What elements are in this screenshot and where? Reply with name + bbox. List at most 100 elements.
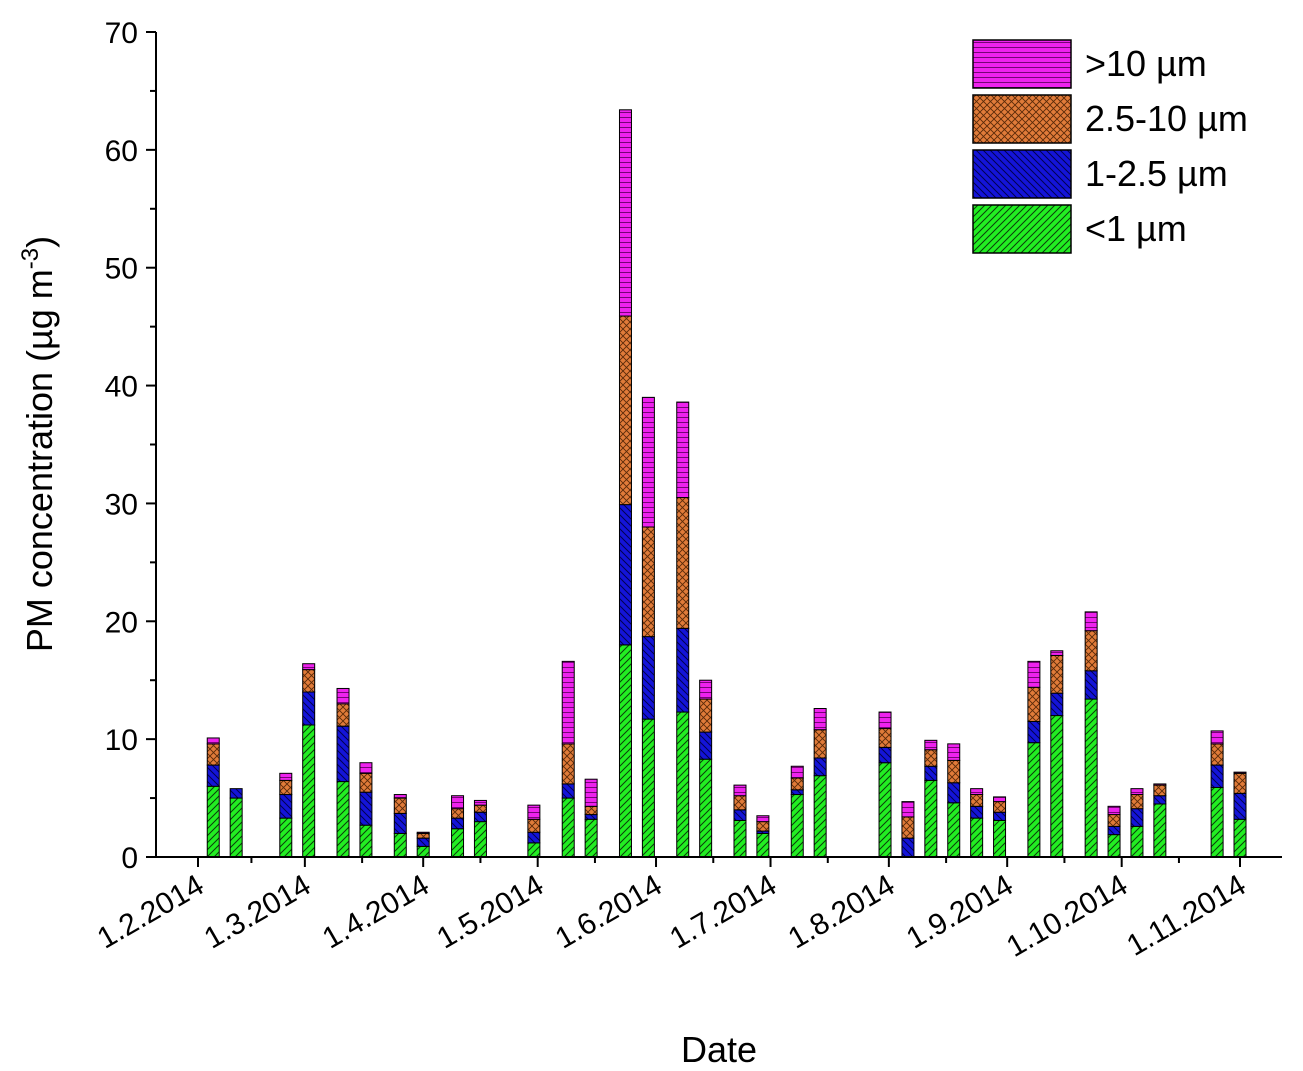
y-tick-label: 0 [121, 842, 138, 875]
bar-segment-1 [790, 794, 804, 858]
bar-segment-4 [451, 795, 465, 810]
bar-segment-3 [1130, 794, 1144, 810]
bar-segment-1 [1050, 715, 1064, 858]
bar-segment-1 [924, 779, 938, 858]
bar-segment-1 [451, 828, 465, 858]
bar-segment-1 [756, 832, 770, 858]
bar-segment-3 [1050, 654, 1064, 694]
y-axis-title-close: ) [19, 236, 60, 248]
bar-segment-2 [676, 627, 690, 713]
bar-segment-3 [618, 315, 632, 506]
bar-segment-4 [790, 765, 804, 779]
bar-segment-2 [618, 504, 632, 646]
y-ticks-layer: 0 10 20 30 40 50 60 70 [105, 17, 156, 875]
x-tick-label: 1.6.2014 [550, 868, 668, 955]
bar-segment-2 [561, 783, 575, 799]
bar-segment-2 [359, 791, 373, 826]
bar-segment-3 [359, 772, 373, 793]
bar-segment-1 [733, 819, 747, 858]
stacked-bar [561, 660, 575, 858]
bar-segment-1 [618, 644, 632, 858]
bar-segment-2 [947, 782, 961, 804]
bar-segment-1 [813, 775, 827, 858]
bar-segment-2 [584, 814, 598, 820]
bar-segment-1 [970, 817, 984, 858]
bar-segment-4 [813, 708, 827, 731]
bar-segment-4 [970, 788, 984, 796]
bar-segment-2 [416, 837, 430, 847]
bar-segment-2 [527, 831, 541, 844]
bar-segment-1 [393, 832, 407, 858]
bar-segment-1 [473, 821, 487, 858]
bar-segment-4 [1233, 771, 1247, 774]
y-tick-label: 30 [105, 488, 138, 521]
bar-segment-1 [641, 718, 655, 858]
bar-segment-2 [279, 794, 293, 819]
bar-segment-4 [947, 743, 961, 761]
bar-segment-1 [416, 845, 430, 858]
x-tick-label: 1.10.2014 [1001, 868, 1133, 963]
legend-label: <1 µm [1085, 208, 1187, 249]
x-tick-label: 1.11.2014 [1121, 868, 1251, 962]
bar-segment-3 [813, 729, 827, 759]
bar-segment-4 [1210, 730, 1224, 745]
bar-segment-3 [924, 749, 938, 767]
bar-segment-4 [618, 109, 632, 317]
legend-swatch [972, 94, 1072, 144]
x-tick-label: 1.3.2014 [199, 868, 317, 955]
bar-segment-1 [676, 711, 690, 858]
stacked-bar [878, 711, 892, 858]
bar-segment-1 [1027, 742, 1041, 858]
bar-segment-4 [561, 660, 575, 745]
bar-segment-1 [302, 724, 316, 858]
bar-segment-3 [901, 816, 915, 839]
bar-segment-3 [790, 777, 804, 791]
bar-segment-1 [279, 817, 293, 858]
bar-segment-1 [206, 785, 220, 858]
bar-segment-4 [584, 778, 598, 807]
bar-segment-2 [813, 757, 827, 777]
bar-segment-2 [336, 725, 350, 783]
stacked-bar [336, 687, 350, 858]
stacked-bar [229, 788, 243, 858]
x-axis-title: Date [681, 1029, 757, 1070]
bar-segment-4 [993, 796, 1007, 803]
stacked-bar [393, 794, 407, 858]
legend-item: >10 µm [972, 39, 1207, 89]
bar-segment-3 [279, 779, 293, 796]
bar-segment-4 [733, 784, 747, 797]
stacked-bar [416, 831, 430, 858]
stacked-bar [302, 663, 316, 858]
bar-segment-3 [699, 698, 713, 733]
bar-segment-4 [206, 737, 220, 745]
x-tick-label: 1.8.2014 [783, 868, 901, 955]
stacked-bar [279, 772, 293, 858]
bar-segment-3 [878, 728, 892, 748]
bar-segment-2 [699, 731, 713, 760]
bar-segment-1 [947, 802, 961, 858]
bar-segment-1 [229, 797, 243, 858]
bar-segment-2 [878, 746, 892, 764]
stacked-bar [924, 739, 938, 858]
bar-segment-2 [901, 837, 915, 858]
stacked-bar [733, 784, 747, 858]
x-tick-label: 1.2.2014 [92, 868, 210, 955]
bar-segment-3 [1233, 772, 1247, 794]
bar-segment-4 [336, 687, 350, 705]
bar-segment-3 [393, 797, 407, 814]
bar-segment-1 [336, 781, 350, 858]
stacked-bar [756, 815, 770, 858]
bar-segment-1 [1084, 698, 1098, 858]
stacked-bar [947, 743, 961, 858]
x-tick-label: 1.9.2014 [901, 868, 1019, 955]
legend-swatch [972, 204, 1072, 254]
legend-label: >10 µm [1085, 43, 1207, 84]
bar-segment-3 [451, 808, 465, 819]
legend-swatch [972, 39, 1072, 89]
x-tick-label: 1.4.2014 [317, 868, 435, 955]
bar-segment-2 [451, 817, 465, 830]
bar-segment-4 [1153, 783, 1167, 786]
y-tick-label: 50 [105, 253, 138, 286]
y-tick-label: 40 [105, 371, 138, 404]
stacked-bar [1210, 730, 1224, 858]
